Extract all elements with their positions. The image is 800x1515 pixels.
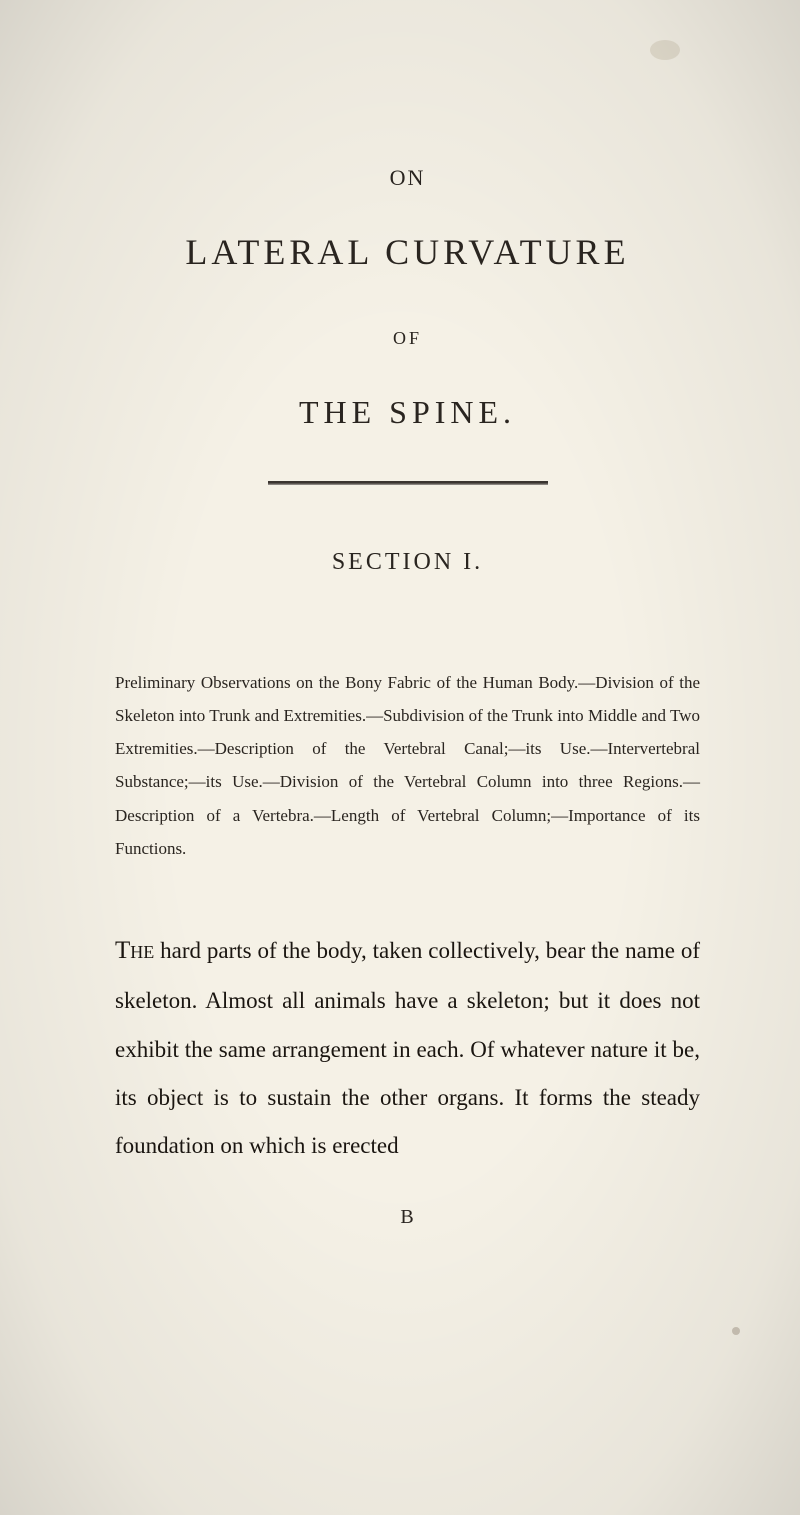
body-paragraph: The hard parts of the body, taken collec… <box>115 925 700 1171</box>
signature-mark: B <box>115 1206 700 1229</box>
horizontal-rule <box>268 481 548 484</box>
scanned-page: ON LATERAL CURVATURE OF THE SPINE. SECTI… <box>0 0 800 1515</box>
section-heading: SECTION I. <box>115 549 700 576</box>
subtitle: THE SPINE. <box>115 394 700 431</box>
word-of: OF <box>115 328 700 349</box>
lead-word: The <box>115 937 154 964</box>
main-title: LATERAL CURVATURE <box>115 231 700 273</box>
synopsis-paragraph: Preliminary Observations on the Bony Fab… <box>115 666 700 865</box>
title-block: ON LATERAL CURVATURE OF THE SPINE. SECTI… <box>115 165 700 576</box>
word-on: ON <box>115 165 700 191</box>
body-continuation: hard parts of the body, taken collective… <box>115 938 700 1158</box>
